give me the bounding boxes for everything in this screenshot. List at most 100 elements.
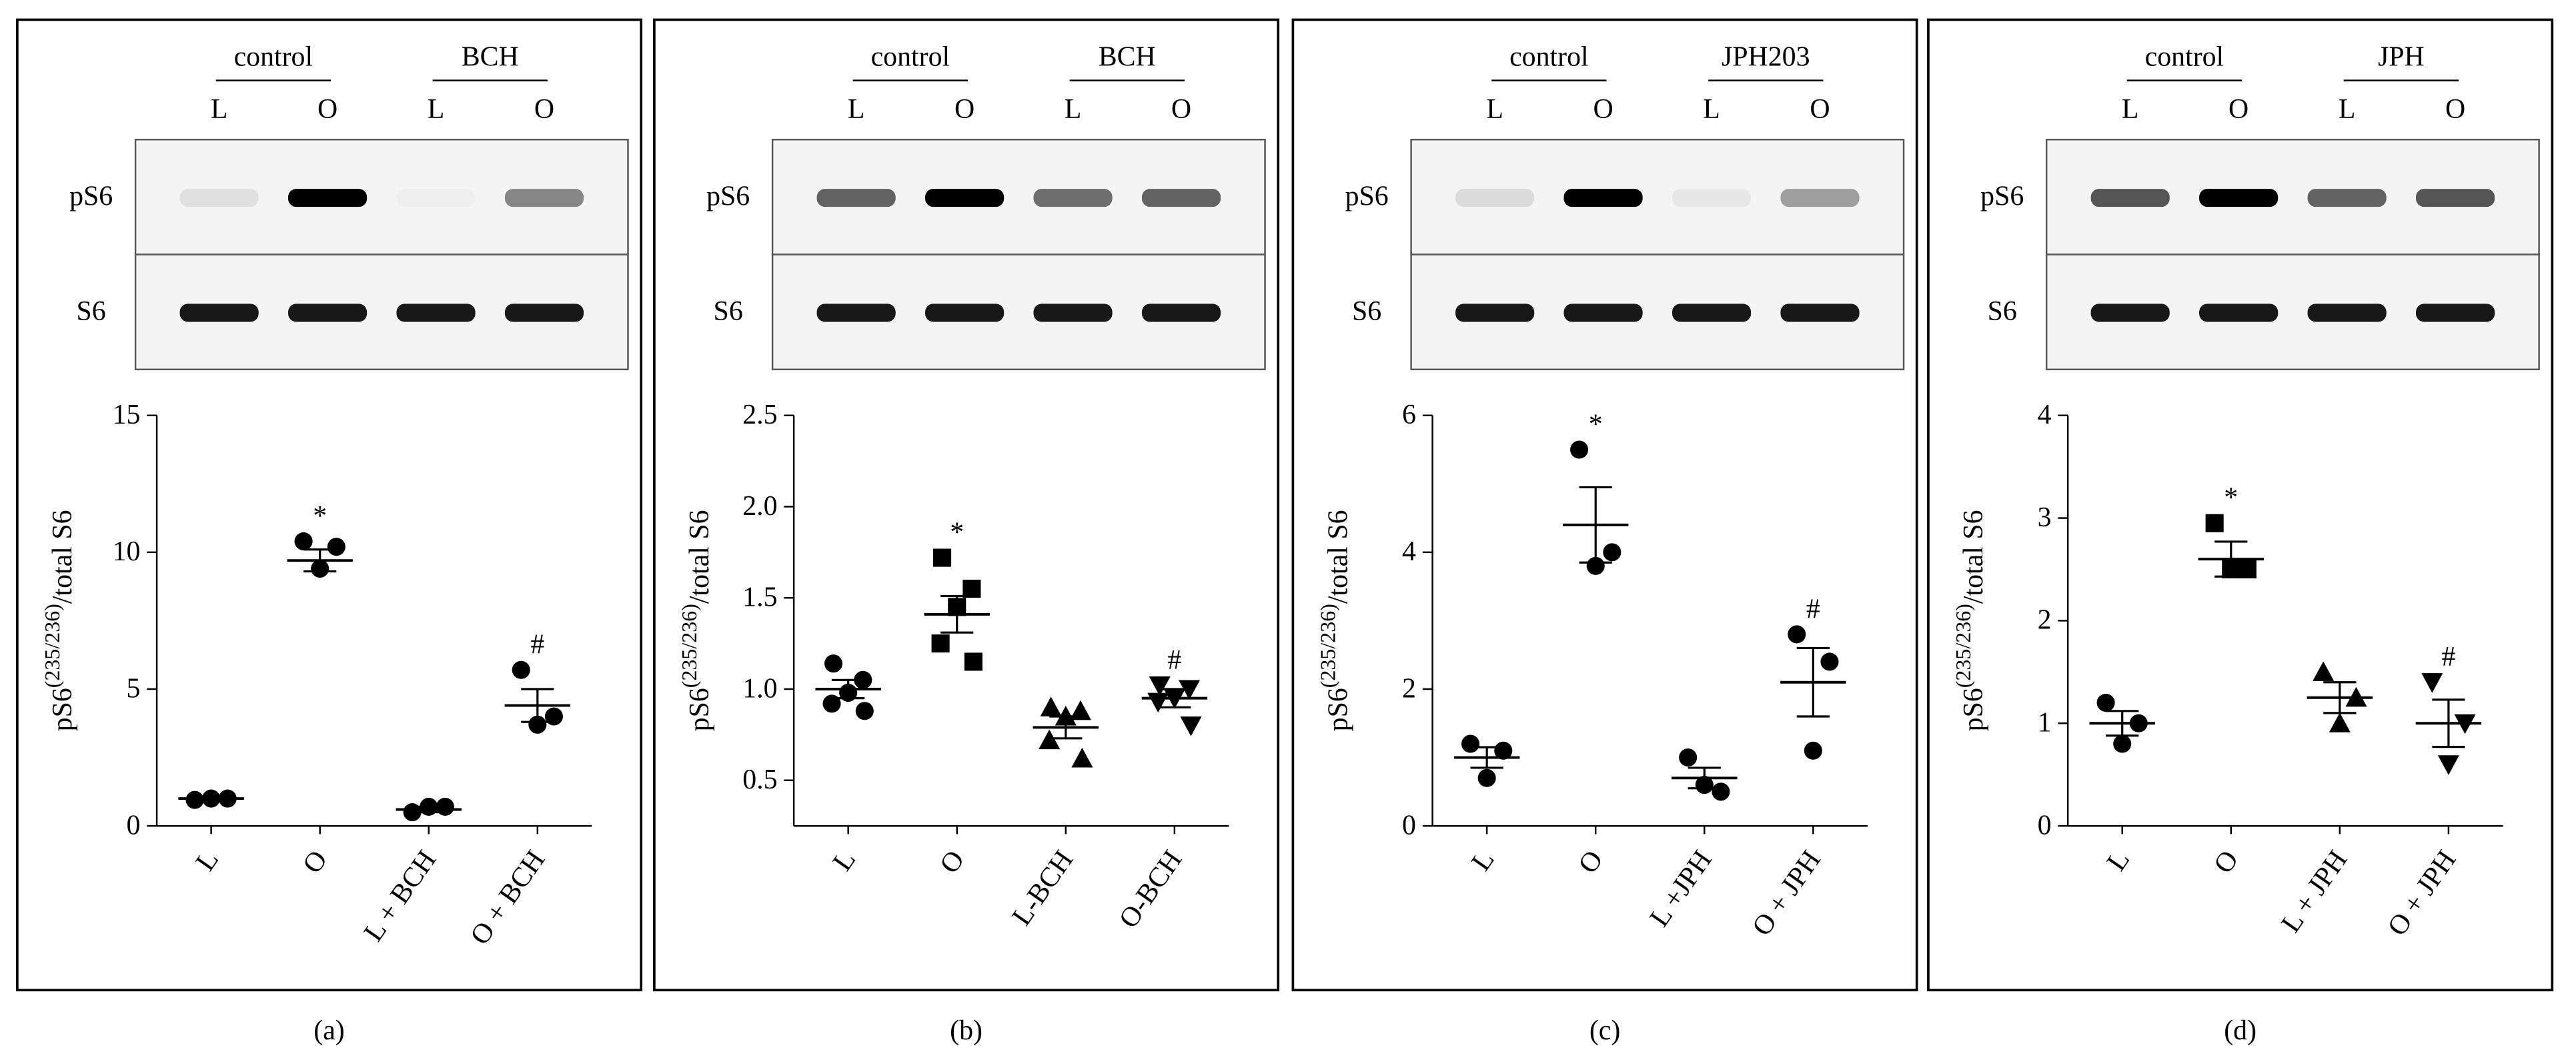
point (2238, 560, 2257, 579)
blot-row-label: pS6 (706, 181, 750, 212)
band (1033, 304, 1113, 322)
y-tick-label: 0 (1402, 810, 1416, 841)
error-bar (1688, 766, 1721, 790)
panel-frame (653, 18, 1280, 992)
error-bar (195, 796, 228, 801)
blot-group-label: control (2145, 41, 2224, 72)
band (925, 304, 1005, 322)
y-label-part: /total S6 (684, 510, 715, 604)
error-bar (832, 678, 865, 700)
band (1033, 189, 1113, 207)
y-axis-label: pS6(235/236)/total S6 (1951, 510, 1989, 731)
band (1780, 304, 1860, 322)
x-tick-label: L (827, 845, 862, 877)
lane-label: O (534, 94, 554, 125)
error-bar (1049, 715, 1083, 740)
band (816, 189, 896, 207)
band (1780, 189, 1860, 207)
point (294, 532, 313, 550)
blot-row-label: S6 (1352, 296, 1381, 327)
error-bar (1579, 486, 1612, 564)
band (2415, 304, 2495, 322)
band (2090, 304, 2170, 322)
band (179, 304, 259, 322)
point (1586, 556, 1605, 575)
band (1563, 304, 1643, 322)
band (1141, 304, 1221, 322)
y-tick-label: 1.5 (742, 582, 777, 613)
point (1149, 676, 1171, 696)
band (287, 189, 368, 207)
band (925, 189, 1005, 207)
y-tick-label: 0.5 (742, 764, 777, 795)
lane-label: O (1171, 94, 1191, 125)
error-bar (303, 548, 337, 573)
blot-row-label: S6 (77, 296, 106, 327)
lane-label: L (1486, 94, 1503, 125)
blot-box (1410, 138, 1905, 255)
lane-label: L (211, 94, 228, 125)
band (2090, 189, 2170, 207)
band (179, 189, 259, 207)
x-tick-label: L + JPH (2275, 845, 2353, 939)
band (1672, 189, 1752, 207)
x-tick-label: O (2208, 845, 2244, 879)
point (327, 538, 346, 556)
lane-label: O (317, 94, 338, 125)
band (1672, 304, 1752, 322)
annotation: # (1806, 594, 1820, 624)
panel-frame (1927, 18, 2554, 992)
annotation: # (1167, 645, 1181, 676)
point (2096, 693, 2115, 712)
panel-label: (b) (950, 1015, 983, 1046)
annotation: * (950, 517, 964, 548)
point (1477, 768, 1496, 787)
lane-label: L (1065, 94, 1082, 125)
band (2199, 189, 2279, 207)
annotation: * (313, 501, 327, 532)
y-axis-label: pS6(235/236)/total S6 (40, 510, 78, 731)
y-tick-label: 5 (127, 673, 141, 704)
y-axis-label: pS6(235/236)/total S6 (677, 510, 715, 731)
band (816, 304, 896, 322)
y-axis-label: pS6(235/236)/total S6 (1316, 510, 1354, 731)
x-tick-label: O (297, 845, 334, 879)
y-label-part: pS6 (1958, 688, 1989, 731)
error-bar (521, 688, 554, 723)
band (1563, 189, 1643, 207)
x-tick-label: O (934, 845, 971, 879)
annotation: # (2441, 642, 2455, 672)
y-label-part: /total S6 (1323, 510, 1354, 604)
annotation: # (530, 630, 544, 660)
point (1494, 741, 1513, 760)
band (2199, 304, 2279, 322)
y-label-part: (235/236) (1316, 604, 1340, 688)
point (2329, 712, 2351, 732)
point (1820, 652, 1839, 671)
x-tick-label: O-BCH (1113, 845, 1188, 934)
panel-label: (d) (2224, 1015, 2257, 1046)
point (962, 580, 981, 598)
panel-frame (1291, 18, 1918, 992)
band (2415, 189, 2495, 207)
point (1147, 692, 1169, 713)
point (1040, 696, 1062, 716)
y-tick-label: 6 (1402, 400, 1416, 430)
error-bar (2323, 681, 2357, 714)
x-tick-label: L (2101, 845, 2136, 877)
blot-group-label: control (871, 41, 950, 72)
point (1071, 747, 1093, 768)
lane-label: O (2228, 94, 2248, 125)
point (933, 548, 952, 567)
point (2313, 661, 2335, 681)
y-label-part: /total S6 (47, 510, 78, 604)
y-tick-label: 0 (127, 810, 141, 841)
band (1455, 189, 1535, 207)
lane-label: O (2445, 94, 2465, 125)
point (855, 702, 874, 720)
x-tick-label: O + JPH (1746, 845, 1827, 942)
point (2113, 734, 2132, 753)
point (1712, 782, 1730, 801)
error-bar (2432, 698, 2465, 748)
annotation: * (1589, 409, 1603, 440)
